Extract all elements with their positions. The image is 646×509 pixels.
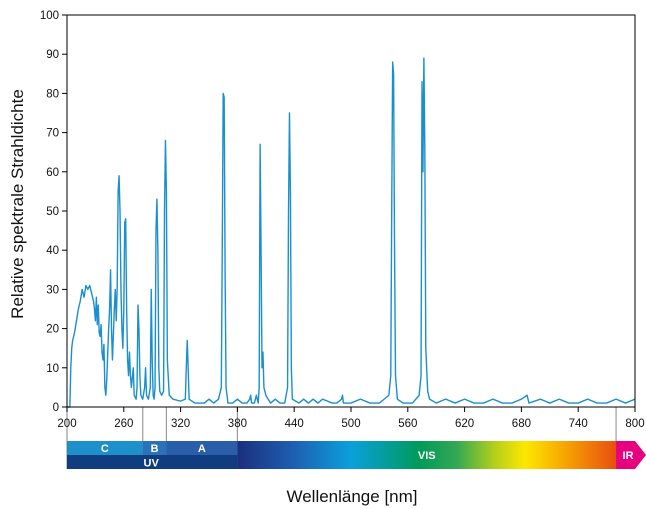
x-tick-label: 260	[114, 418, 133, 430]
y-tick-label: 100	[40, 10, 59, 22]
x-tick-label: 320	[171, 418, 190, 430]
y-tick-label: 60	[46, 167, 59, 179]
y-tick-label: 70	[46, 128, 59, 140]
x-tick-label: 440	[285, 418, 304, 430]
vis-band-label: VIS	[418, 450, 436, 462]
y-tick-label: 80	[46, 88, 59, 100]
uv-band	[67, 455, 238, 469]
y-tick-label: 0	[53, 402, 59, 414]
x-tick-label: 680	[512, 418, 531, 430]
y-tick-label: 90	[46, 49, 59, 61]
x-axis-title: Wellenlänge [nm]	[286, 487, 417, 506]
x-axis: 200 260 320 380 440 500 560 620 680 740 800	[57, 407, 645, 430]
x-tick-label: 380	[228, 418, 247, 430]
x-tick-label: 200	[57, 418, 76, 430]
uv-band-label: UV	[144, 458, 160, 470]
y-tick-label: 50	[46, 206, 59, 218]
vis-band	[237, 441, 617, 469]
y-tick-label: 30	[46, 284, 59, 296]
x-tick-label: 560	[398, 418, 417, 430]
plot-frame	[66, 14, 636, 408]
uv-sub-band	[142, 441, 167, 455]
uv-sub-band-label: C	[101, 443, 109, 455]
x-tick-label: 740	[569, 418, 588, 430]
x-tick-label: 800	[625, 418, 644, 430]
y-axis: 0 10 20 30 40 50 60 70 80 90 100	[40, 10, 67, 414]
x-tick-label: 620	[455, 418, 474, 430]
y-tick-label: 20	[46, 324, 59, 336]
uv-sub-band	[67, 441, 143, 455]
y-tick-label: 10	[46, 363, 59, 375]
x-tick-label: 500	[341, 418, 360, 430]
ir-band-arrow	[616, 441, 646, 469]
uv-sub-band	[166, 441, 238, 455]
ir-band-label: IR	[623, 450, 634, 462]
y-axis-title: Relative spektrale Strahldichte	[8, 89, 27, 319]
series-line	[67, 57, 636, 408]
y-tick-label: 40	[46, 245, 59, 257]
uv-sub-band-label: A	[198, 443, 206, 455]
uv-sub-band-label: B	[151, 443, 159, 455]
spectrum-band: C B A UV VIS IR	[67, 441, 646, 470]
